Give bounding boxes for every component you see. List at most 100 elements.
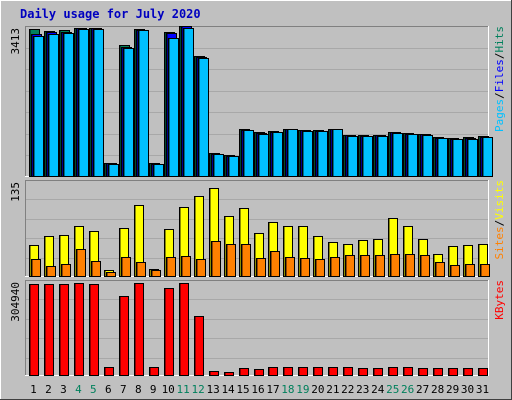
legend-pages: Pages: [493, 99, 506, 132]
bar-kbytes-day-9: [149, 367, 159, 376]
bar-kbytes-day-20: [313, 367, 323, 376]
bar-pages-day-2: [48, 34, 59, 177]
bar-pages-day-29: [452, 139, 463, 177]
bar-sites-day-27: [420, 255, 430, 277]
bar-sites-day-23: [360, 255, 370, 277]
bar-kbytes-day-22: [343, 367, 353, 376]
panel-bottom: 304940 KBytes: [9, 280, 506, 376]
bar-sites-day-7: [121, 257, 131, 277]
x-tick-label-day-11: 11: [177, 383, 190, 396]
bar-kbytes-day-4: [74, 283, 84, 376]
bar-pages-day-11: [183, 28, 194, 177]
x-tick-label-day-25: 25: [386, 383, 399, 396]
x-tick-label-day-18: 18: [281, 383, 294, 396]
legend-sites: Sites: [493, 226, 506, 259]
bar-sites-day-30: [465, 264, 475, 277]
x-tick-label-day-9: 9: [150, 383, 157, 396]
bar-pages-day-13: [213, 154, 224, 177]
bar-sites-day-5: [91, 261, 101, 277]
bar-kbytes-day-8: [134, 283, 144, 376]
x-tick-label-day-12: 12: [192, 383, 205, 396]
x-tick-label-day-14: 14: [221, 383, 235, 396]
legend-kbytes: KBytes: [493, 280, 506, 320]
bar-kbytes-day-18: [283, 367, 293, 376]
bar-kbytes-day-10: [164, 288, 174, 376]
x-tick-label-day-4: 4: [75, 383, 82, 396]
series-legend: Pages/Files/Hits: [493, 26, 506, 132]
x-tick-label-day-5: 5: [90, 383, 97, 396]
x-axis-day-labels: 1 2 3 4 5 6 7 8 9 10 11 12 13 14 15 16 17 18 19 20 21 22 23 24 2…: [30, 383, 489, 396]
legend-visits: Visits: [493, 180, 506, 220]
bar-pages-day-19: [302, 131, 313, 177]
bar-sites-day-28: [435, 262, 445, 277]
bar-sites-day-29: [450, 265, 460, 277]
x-tick-label-day-30: 30: [461, 383, 474, 396]
bar-pages-day-26: [407, 134, 418, 177]
bar-pages-day-28: [437, 138, 448, 177]
bar-pages-day-12: [198, 58, 209, 177]
y-max-label: 304940: [9, 282, 22, 322]
bar-sites-day-15: [241, 244, 251, 277]
bar-sites-day-18: [285, 257, 295, 277]
bar-sites-day-2: [46, 266, 56, 277]
x-tick-label-day-29: 29: [446, 383, 459, 396]
legend-separator: /: [493, 92, 506, 99]
x-tick-label-day-20: 20: [311, 383, 324, 396]
bar-kbytes-day-5: [89, 284, 99, 376]
bar-sites-day-3: [61, 264, 71, 277]
y-max-label: 135: [9, 182, 22, 202]
x-tick-label-day-16: 16: [251, 383, 264, 396]
bar-pages-day-16: [258, 134, 269, 177]
bar-kbytes-day-24: [373, 368, 383, 376]
bar-kbytes-day-25: [388, 367, 398, 376]
bar-sites-day-26: [405, 254, 415, 277]
bar-sites-day-9: [151, 270, 161, 277]
series-legend: Sites/Visits: [493, 180, 506, 260]
bar-kbytes-day-16: [254, 369, 264, 376]
x-tick-label-day-21: 21: [326, 383, 339, 396]
bar-kbytes-day-30: [463, 368, 473, 376]
bar-pages-day-20: [317, 131, 328, 177]
x-tick-label-day-31: 31: [476, 383, 489, 396]
legend-files: Files: [493, 59, 506, 92]
x-tick-label-day-6: 6: [105, 383, 112, 396]
x-tick-label-day-15: 15: [236, 383, 249, 396]
bar-kbytes-day-29: [448, 368, 458, 376]
bar-pages-day-9: [153, 164, 164, 177]
x-tick-label-day-1: 1: [30, 383, 37, 396]
bar-pages-day-5: [93, 29, 104, 177]
bar-pages-day-4: [78, 29, 89, 177]
bar-sites-day-20: [315, 259, 325, 277]
bar-pages-day-31: [482, 137, 493, 177]
bar-kbytes-day-15: [239, 368, 249, 376]
bar-kbytes-day-26: [403, 367, 413, 376]
legend-hits: Hits: [493, 26, 506, 53]
chart-panels: 3413Pages/Files/Hits135Sites/Visits30494…: [9, 26, 506, 376]
legend-separator: /: [493, 53, 506, 60]
legend-separator: /: [493, 220, 506, 227]
bar-kbytes-day-3: [59, 284, 69, 376]
bar-pages-day-24: [377, 136, 388, 177]
bar-sites-day-12: [196, 259, 206, 277]
bar-pages-day-3: [63, 33, 74, 177]
bar-kbytes-day-6: [104, 367, 114, 376]
y-max-label: 3413: [9, 28, 22, 55]
bar-kbytes-day-28: [433, 368, 443, 376]
bar-kbytes-day-17: [268, 367, 278, 376]
bar-sites-day-21: [330, 257, 340, 277]
bar-pages-day-27: [422, 135, 433, 177]
plot-area: [25, 280, 489, 376]
chart-title: Daily usage for July 2020: [20, 7, 201, 21]
bar-pages-day-23: [362, 136, 373, 177]
bar-pages-day-7: [123, 48, 134, 177]
bar-pages-day-8: [138, 30, 149, 177]
bar-sites-day-19: [300, 258, 310, 277]
x-tick-label-day-26: 26: [401, 383, 414, 396]
bar-sites-day-14: [226, 244, 236, 277]
x-tick-label-day-24: 24: [371, 383, 385, 396]
bar-sites-day-25: [390, 254, 400, 277]
x-tick-label-day-10: 10: [162, 383, 175, 396]
bar-sites-day-24: [375, 255, 385, 277]
